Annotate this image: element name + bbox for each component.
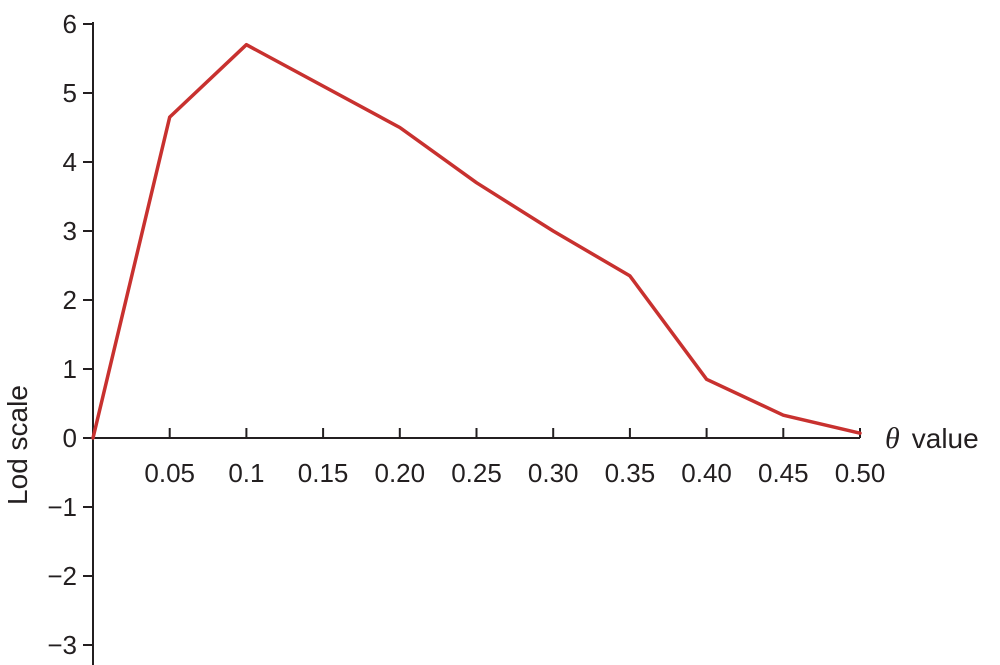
x-axis-symbol: θ [885, 422, 900, 455]
x-tick-label: 0.20 [374, 458, 425, 488]
x-axis-title: θ value [885, 422, 979, 455]
x-tick-label: 0.15 [298, 458, 349, 488]
y-tick-label: −1 [47, 492, 77, 522]
x-tick-label: 0.45 [758, 458, 809, 488]
y-axis-title: Lod scale [2, 385, 33, 505]
x-tick-label: 0.25 [451, 458, 502, 488]
y-tick-label: 2 [63, 285, 77, 315]
x-axis-ticks: 0.05 0.1 0.15 0.20 0.25 0.30 0.35 0.40 0.45 0.50 [144, 428, 885, 488]
x-tick-label: 0.50 [835, 458, 886, 488]
x-tick-label: 0.35 [605, 458, 656, 488]
y-tick-label: 4 [63, 147, 77, 177]
x-tick-label: 0.05 [144, 458, 195, 488]
series-line [91, 42, 862, 440]
y-axis-ticks: −3 −2 −1 0 1 2 3 4 5 6 [47, 9, 93, 660]
x-tick-label: 0.1 [228, 458, 264, 488]
y-tick-label: 3 [63, 216, 77, 246]
x-axis-label: value [912, 423, 979, 454]
y-tick-label: −2 [47, 561, 77, 591]
x-tick-label: 0.40 [681, 458, 732, 488]
y-tick-label: 1 [63, 354, 77, 384]
y-tick-label: −3 [47, 630, 77, 660]
y-tick-label: 5 [63, 78, 77, 108]
y-tick-label: 0 [63, 423, 77, 453]
y-tick-label: 6 [63, 9, 77, 39]
x-tick-label: 0.30 [528, 458, 579, 488]
